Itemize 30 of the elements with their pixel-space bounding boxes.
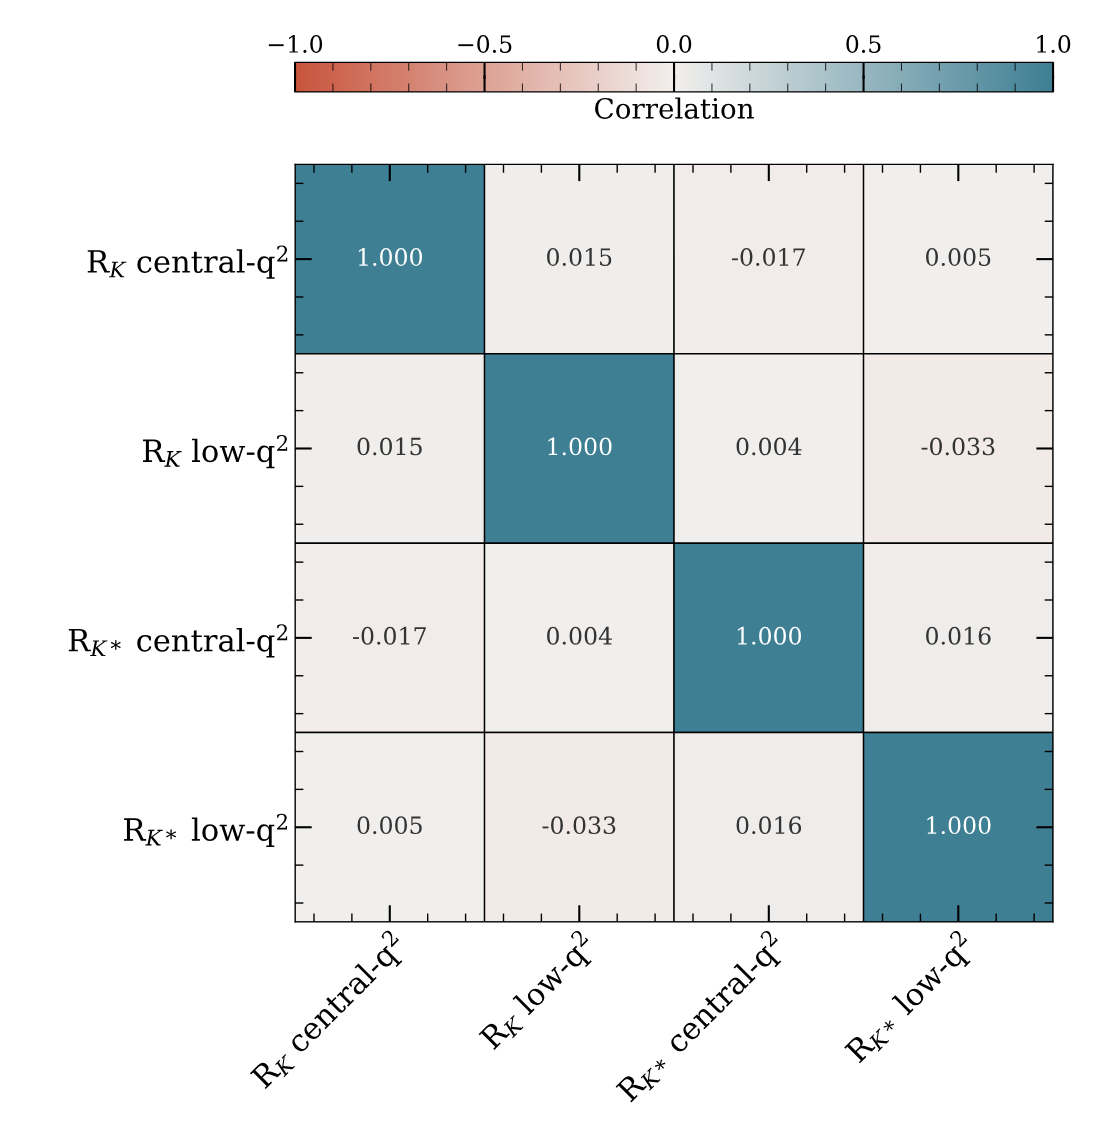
color-bar-label: 0.0 (656, 35, 692, 53)
color-bar-label: 0.5 (846, 35, 881, 53)
x-tick-label: R$_{K}$ low-q$^{2}$ (475, 928, 601, 1055)
color-bar-label: −0.5 (458, 35, 512, 53)
data-label: 0.005 (926, 248, 991, 266)
color-bar-label: −1.0 (268, 35, 323, 53)
y-tick-label: R$_{K}$ central-q$^{2}$ (87, 245, 288, 279)
y-tick-label: R$_{K}$ low-q$^{2}$ (143, 434, 288, 469)
data-label: -0.017 (353, 626, 426, 645)
data-label: 0.004 (736, 437, 802, 456)
color-bar-label: 1.0 (1037, 35, 1071, 53)
data-label: 1.000 (927, 816, 991, 835)
data-label: -0.033 (921, 437, 995, 456)
x-tick-label: R$_{K}$ central-q$^{2}$ (246, 928, 412, 1094)
data-label: 0.016 (926, 626, 991, 645)
data-label: 0.005 (357, 816, 422, 835)
data-label: 0.016 (736, 816, 802, 835)
data-label: 0.015 (357, 437, 422, 456)
data-label: 0.004 (547, 626, 612, 645)
data-label: -0.017 (732, 248, 805, 266)
y-tick-label: R$_{K*}$ central-q$^{2}$ (68, 624, 288, 658)
data-label: 1.000 (737, 626, 802, 645)
x-tick-label: R$_{K*}$ central-q$^{2}$ (612, 928, 791, 1107)
x-tick-label: R$_{K*}$ low-q$^{2}$ (840, 929, 980, 1068)
data-label: 1.000 (358, 248, 423, 266)
data-label: 1.000 (548, 437, 612, 456)
data-label: -0.033 (542, 816, 616, 835)
color-bar-title: Correlation (595, 97, 754, 119)
data-label: 0.015 (547, 248, 612, 266)
y-tick-label: R$_{K*}$ low-q$^{2}$ (124, 813, 287, 847)
